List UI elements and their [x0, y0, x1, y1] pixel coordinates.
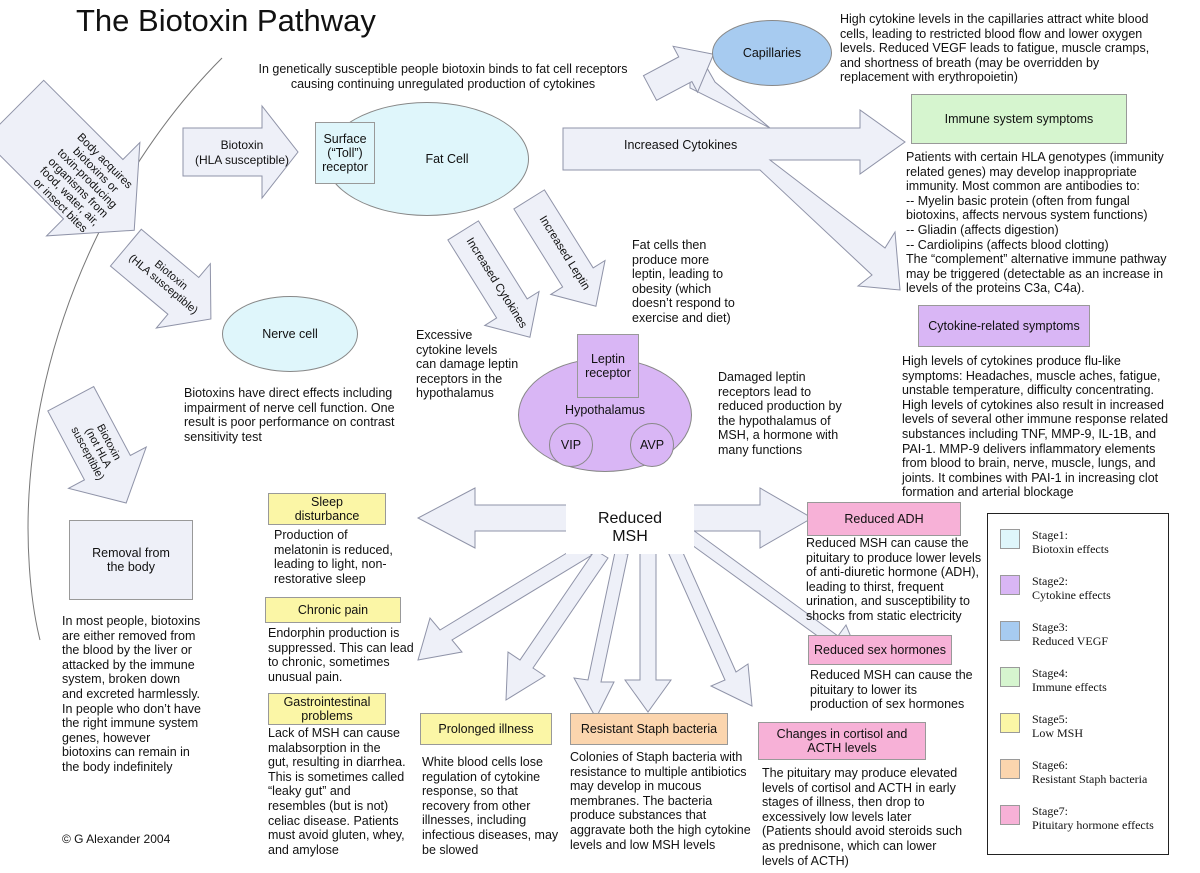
immune-desc: Patients with certain HLA genotypes (imm… — [906, 150, 1167, 296]
fat-cell-label: Fat Cell — [425, 152, 469, 166]
adh-label: Reduced ADH — [807, 502, 961, 536]
legend-swatch — [1000, 575, 1020, 595]
legend-label: Stage2: Cytokine effects — [1032, 574, 1111, 602]
arrow-increased-cytokines-down — [447, 220, 540, 338]
legend-label: Stage1: Biotoxin effects — [1032, 528, 1109, 556]
legend-item: Stage2: Cytokine effects — [988, 572, 1168, 612]
legend-item: Stage5: Low MSH — [988, 710, 1168, 750]
cortisol-label: Changes in cortisol and ACTH levels — [758, 722, 926, 760]
boundary-curve — [27, 57, 223, 641]
legend-swatch — [1000, 621, 1020, 641]
sleep-label: Sleep disturbance — [268, 493, 386, 525]
legend-label: Stage4: Immune effects — [1032, 666, 1107, 694]
legend-swatch — [1000, 713, 1020, 733]
gastro-desc: Lack of MSH can cause malabsorption in t… — [268, 726, 406, 857]
cytokine-symptoms-label: Cytokine-related symptoms — [918, 305, 1090, 347]
legend-label: Stage3: Reduced VEGF — [1032, 620, 1109, 648]
copyright: © G Alexander 2004 — [62, 832, 171, 846]
legend-item: Stage3: Reduced VEGF — [988, 618, 1168, 658]
removal-desc: In most people, biotoxins are either rem… — [62, 614, 201, 774]
arrow-biotoxin-not-hla — [47, 385, 148, 504]
arrow-biotoxin-hla — [182, 104, 299, 200]
staph-label: Resistant Staph bacteria — [570, 713, 728, 745]
staph-desc: Colonies of Staph bacteria with resistan… — [570, 750, 751, 852]
vip-node: VIP — [549, 423, 593, 467]
msh-star-arrows — [416, 487, 863, 720]
legend-label: Stage5: Low MSH — [1032, 712, 1084, 740]
msh-center — [566, 496, 694, 554]
hypothalamus-label: Hypothalamus — [565, 403, 645, 417]
surface-receptor-node: Surface (“Toll”) receptor — [315, 122, 375, 184]
legend-label: Stage6: Resistant Staph bacteria — [1032, 758, 1148, 786]
sex-hormones-label: Reduced sex hormones — [808, 635, 952, 665]
gastro-label: Gastrointestinal problems — [268, 693, 386, 725]
legend-label: Stage7: Pituitary hormone effects — [1032, 804, 1154, 832]
legend-swatch — [1000, 805, 1020, 825]
capillaries-desc: High cytokine levels in the capillaries … — [840, 12, 1150, 85]
arrow-label-biotoxin-hla: Biotoxin (HLA susceptible) — [194, 138, 290, 167]
excessive-cytokine-text: Excessive cytokine levels can damage lep… — [416, 328, 519, 401]
prolonged-label: Prolonged illness — [420, 713, 552, 745]
leptin-receptor-node: Leptin receptor — [577, 334, 639, 398]
reduced-msh-label: Reduced MSH — [597, 510, 663, 545]
avp-node: AVP — [630, 423, 674, 467]
legend-item: Stage1: Biotoxin effects — [988, 526, 1168, 566]
nerve-desc: Biotoxins have direct effects including … — [184, 386, 395, 444]
legend-item: Stage4: Immune effects — [988, 664, 1168, 704]
chronic-pain-label: Chronic pain — [265, 597, 401, 623]
genetically-text: In genetically susceptible people biotox… — [258, 62, 628, 91]
legend-swatch — [1000, 759, 1020, 779]
page-title: The Biotoxin Pathway — [76, 3, 376, 38]
cytokine-desc: High levels of cytokines produce flu-lik… — [902, 354, 1169, 500]
arrow-increased-leptin — [513, 189, 606, 307]
sex-hormones-desc: Reduced MSH can cause the pituitary to l… — [810, 668, 973, 712]
legend-swatch — [1000, 667, 1020, 687]
arrow-body-acquires — [0, 79, 141, 237]
legend-item: Stage6: Resistant Staph bacteria — [988, 756, 1168, 796]
sleep-desc: Production of melatonin is reduced, lead… — [274, 528, 393, 586]
arrow-label-increased-cytokines: Increased Cytokines — [624, 138, 738, 152]
prolonged-desc: White blood cells lose regulation of cyt… — [422, 755, 559, 857]
legend-item: Stage7: Pituitary hormone effects — [988, 802, 1168, 842]
cortisol-desc: The pituitary may produce elevated level… — [762, 766, 963, 868]
removal-node: Removal from the body — [69, 520, 193, 600]
adh-desc: Reduced MSH can cause the pituitary to p… — [806, 536, 982, 623]
arrow-biotoxin-hla-lower — [109, 228, 212, 329]
nerve-cell-node: Nerve cell — [222, 296, 358, 372]
capillaries-node: Capillaries — [712, 20, 832, 86]
immune-symptoms-label: Immune system symptoms — [911, 94, 1127, 144]
fat-cells-leptin-text: Fat cells then produce more leptin, lead… — [632, 238, 735, 325]
legend-swatch — [1000, 529, 1020, 549]
chronic-pain-desc: Endorphin production is suppressed. This… — [268, 626, 414, 684]
damaged-leptin-text: Damaged leptin receptors lead to reduced… — [718, 370, 842, 457]
legend: Stage1: Biotoxin effects Stage2: Cytokin… — [987, 513, 1169, 855]
